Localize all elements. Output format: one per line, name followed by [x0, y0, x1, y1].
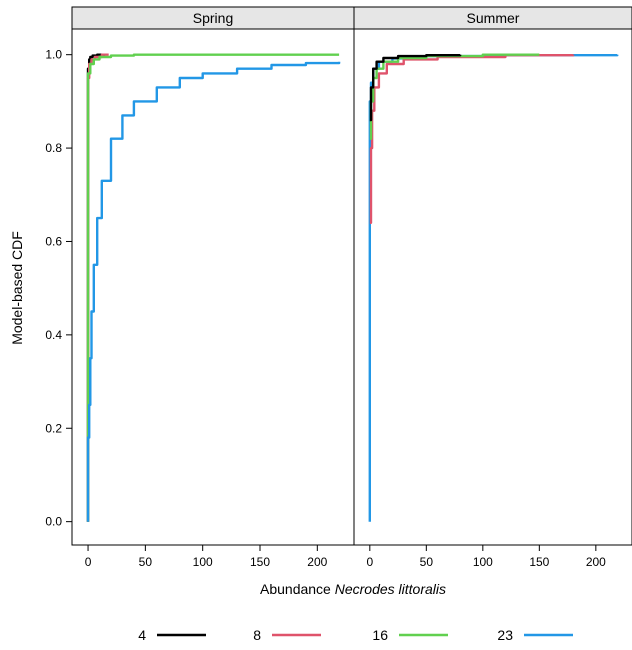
series-line-23 — [368, 54, 619, 522]
x-tick-label: 100 — [193, 555, 213, 569]
x-axis-label: Abundance Necrodes littoralis — [260, 581, 446, 597]
series-line-4 — [369, 54, 462, 122]
x-tick-label: 200 — [586, 555, 606, 569]
x-axis-label-species: Necrodes littoralis — [335, 581, 446, 597]
legend-item-4: 4 — [138, 627, 206, 643]
legend-label: 4 — [138, 627, 146, 643]
x-tick-label: 0 — [85, 555, 92, 569]
legend-item-16: 16 — [372, 627, 448, 643]
series-line-8 — [369, 54, 575, 224]
y-tick-label: 0.0 — [45, 515, 62, 529]
x-axis-label-prefix: Abundance — [260, 581, 335, 597]
x-tick-label: 50 — [420, 555, 434, 569]
series-line-23 — [86, 61, 341, 522]
y-tick-label: 0.8 — [45, 141, 62, 155]
series-line-8 — [86, 53, 109, 522]
x-tick-label: 150 — [529, 555, 549, 569]
y-tick-label: 0.4 — [45, 328, 62, 342]
legend-label: 8 — [253, 627, 261, 643]
panel-title: Spring — [193, 10, 233, 26]
panel-title: Summer — [467, 10, 520, 26]
legend-item-8: 8 — [253, 627, 321, 643]
x-tick-label: 50 — [139, 555, 153, 569]
series-line-16 — [86, 53, 340, 522]
legend-item-23: 23 — [497, 627, 573, 643]
x-tick-label: 150 — [250, 555, 270, 569]
y-tick-label: 0.6 — [45, 234, 62, 248]
series-line-4 — [86, 53, 106, 522]
y-tick-label: 1.0 — [45, 48, 62, 62]
legend-label: 23 — [497, 627, 513, 643]
panel-spring: Spring — [71, 6, 355, 546]
panel-frame — [71, 28, 355, 546]
y-tick-label: 0.2 — [45, 421, 62, 435]
panel-frame — [353, 28, 632, 546]
x-tick-label: 200 — [307, 555, 327, 569]
legend-label: 16 — [372, 627, 388, 643]
panel-summer: Summer — [353, 6, 632, 546]
x-tick-label: 0 — [366, 555, 373, 569]
x-tick-label: 100 — [473, 555, 493, 569]
y-axis-label: Model-based CDF — [9, 231, 25, 345]
series-line-16 — [369, 53, 540, 140]
